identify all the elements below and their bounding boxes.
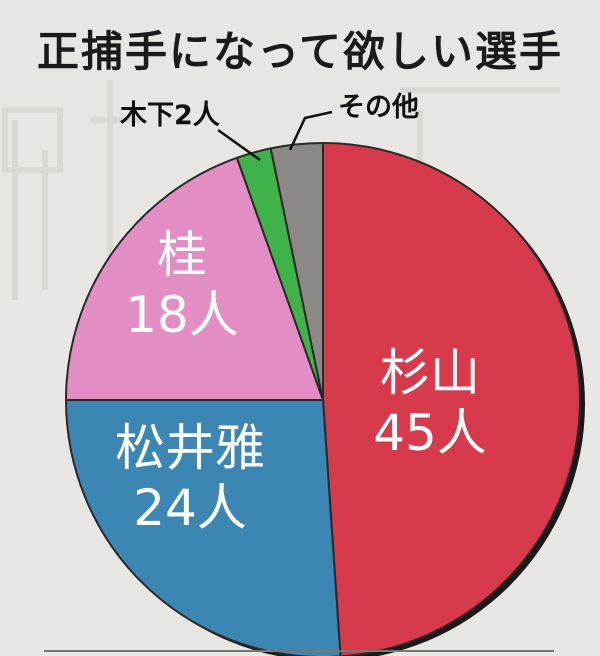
slice-value-label: 24人: [133, 479, 247, 537]
slice-name-label: 桂: [157, 226, 207, 284]
leader-line-other: [288, 110, 333, 151]
outside-label: その他: [338, 92, 419, 123]
chart-title: 正捕手になって欲しい選手: [37, 27, 563, 76]
outside-label: 木下2人: [119, 100, 220, 131]
slice-name-label: 杉山: [380, 344, 480, 402]
divider: [44, 650, 554, 652]
pie-slice-2: [64, 156, 325, 401]
slice-value-label: 45人: [373, 404, 487, 462]
leader-line-kinoshita: [217, 128, 261, 162]
pie-slice-1: [64, 399, 342, 656]
slice-name-label: 松井雅: [115, 419, 265, 477]
pie-slice-0: [322, 141, 581, 656]
slice-value-label: 18人: [125, 286, 239, 344]
pie-slice-4: [269, 141, 324, 401]
